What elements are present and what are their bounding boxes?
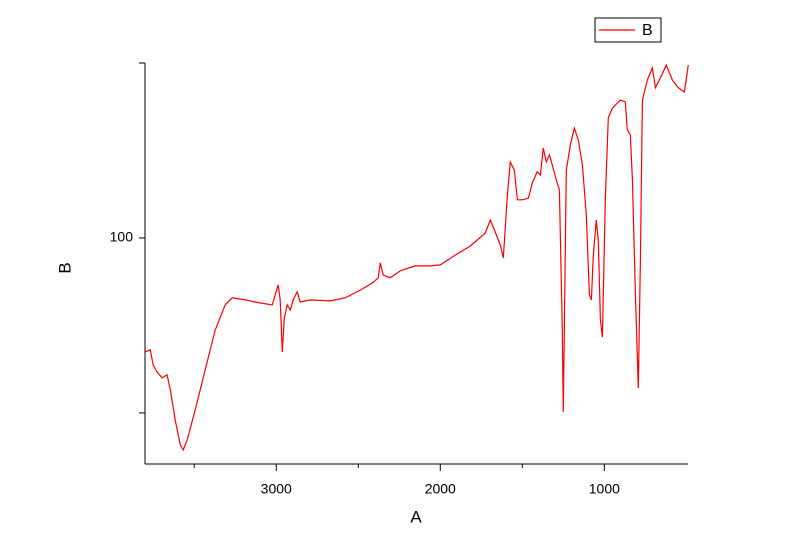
- spectrum-line: [144, 63, 689, 452]
- y-axis-title: B: [55, 262, 74, 273]
- y-tick-label: 100: [110, 229, 134, 245]
- legend-label: B: [642, 22, 653, 39]
- x-axis-title: A: [410, 507, 422, 526]
- x-tick-label: 2000: [425, 481, 456, 497]
- x-tick-label: 1000: [589, 481, 620, 497]
- x-tick-label: 3000: [261, 481, 292, 497]
